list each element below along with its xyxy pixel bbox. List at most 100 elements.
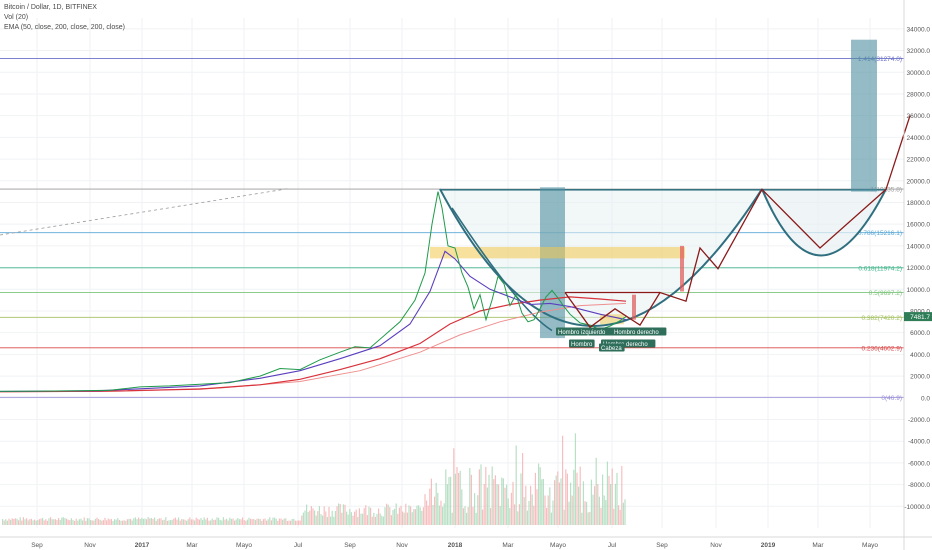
volume-bar	[368, 506, 370, 525]
volume-bar	[509, 508, 511, 525]
volume-bar	[46, 520, 48, 525]
volume-bar	[427, 505, 429, 525]
volume-bar	[317, 511, 319, 525]
volume-bar	[248, 517, 250, 525]
volume-bar	[181, 519, 183, 525]
x-tick-label: Nov	[396, 542, 408, 549]
fib-level-label: 0.786(15216.1)	[858, 230, 902, 237]
x-tick-label: Mar	[186, 542, 198, 549]
y-tick-label: -2000.0	[908, 417, 930, 424]
volume-bar	[70, 518, 72, 525]
volume-bar	[422, 507, 424, 525]
fibonacci-levels: 1.414(31274.0)1(19235.8)0.786(15216.1)0.…	[0, 56, 904, 402]
volume-bar	[262, 519, 264, 525]
volume-bar	[149, 518, 151, 525]
y-tick-label: 20000.0	[907, 178, 931, 185]
volume-bar	[264, 518, 266, 525]
volume-bar	[528, 500, 530, 525]
volume-bar	[595, 457, 597, 525]
volume-bar	[125, 520, 127, 525]
volume-bar	[594, 486, 596, 525]
volume-bar	[411, 512, 413, 525]
volume-bar	[272, 517, 274, 525]
fib-level-label: 0.5(9697.2)	[869, 290, 902, 297]
volume-bar	[48, 518, 50, 525]
x-tick-label: Jul	[608, 542, 617, 549]
volume-bar	[587, 512, 589, 525]
time-axis: Sep Nov 2017 Mar Mayo Jul Sep Nov 2018 Mar Mayo Jul…	[0, 536, 932, 549]
volume-bar	[416, 505, 418, 525]
projection-path	[564, 115, 911, 329]
symbol-title: Bitcoin / Dollar, 1D, BITFINEX	[4, 4, 97, 11]
volume-bar	[178, 517, 180, 525]
volume-bar	[146, 519, 148, 525]
volume-bar	[357, 516, 359, 525]
handle-shading	[762, 189, 886, 256]
y-tick-label: 22000.0	[907, 157, 931, 164]
x-tick-label: Mayo	[862, 542, 878, 549]
volume-bar	[130, 518, 132, 525]
volume-bar	[110, 519, 112, 525]
volume-bar	[288, 520, 290, 525]
volume-bar	[2, 519, 4, 525]
volume-bar	[339, 503, 341, 525]
volume-bar	[483, 484, 485, 525]
current-price-label: 7481.7	[910, 314, 930, 321]
y-tick-label: 18000.0	[907, 200, 931, 207]
x-tick-label: Mar	[812, 542, 824, 549]
volume-bar	[202, 520, 204, 525]
volume-bar	[470, 474, 472, 525]
volume-bar	[238, 519, 240, 525]
volume-bar	[421, 510, 423, 525]
volume-bar	[525, 485, 527, 525]
volume-bar	[302, 512, 304, 525]
volume-bar	[69, 520, 71, 525]
volume-bar	[163, 519, 165, 525]
volume-bar	[258, 518, 260, 525]
volume-bar	[179, 520, 181, 525]
volume-bar	[434, 496, 436, 525]
volume-bar	[157, 519, 159, 525]
volume-bar	[376, 513, 378, 525]
volume-bar	[280, 518, 282, 525]
volume-bar	[456, 467, 458, 525]
volume-bar	[558, 482, 560, 525]
volume-bar	[152, 518, 154, 525]
volume-bar	[510, 492, 512, 525]
volume-bar	[218, 517, 220, 525]
volume-bar	[78, 519, 80, 525]
neckline-right-label: Hombro derecho	[603, 342, 648, 348]
volume-bar	[514, 504, 516, 525]
volume-bar	[370, 507, 372, 525]
volume-bar	[539, 467, 541, 525]
volume-bar	[523, 497, 525, 525]
y-tick-label: 10000.0	[907, 287, 931, 294]
y-tick-label: -6000.0	[908, 460, 930, 467]
volume-bar	[170, 520, 172, 525]
volume-bar	[344, 504, 346, 525]
volume-bar	[85, 520, 87, 525]
y-tick-label: 4000.0	[910, 352, 930, 359]
volume-bar	[3, 520, 5, 525]
fib-level-label: 0.236(4602.9)	[862, 345, 902, 352]
volume-bar	[64, 518, 66, 525]
volume-bar	[365, 505, 367, 525]
x-tick-label: 2018	[448, 542, 463, 549]
volume-bar	[59, 519, 61, 525]
volume-bar	[496, 484, 498, 525]
volume-bar	[565, 469, 567, 525]
volume-bar	[334, 510, 336, 525]
volume-bar	[117, 518, 119, 525]
volume-bar	[283, 518, 285, 525]
volume-bar	[139, 519, 141, 525]
volume-bar	[186, 520, 188, 525]
volume-bar	[278, 518, 280, 525]
volume-bar	[158, 518, 160, 525]
volume-bar	[563, 509, 565, 525]
volume-bar	[237, 517, 239, 525]
volume-bar	[546, 507, 548, 525]
volume-bar	[235, 519, 237, 525]
volume-bar	[75, 518, 77, 525]
volume-bar	[114, 519, 116, 525]
